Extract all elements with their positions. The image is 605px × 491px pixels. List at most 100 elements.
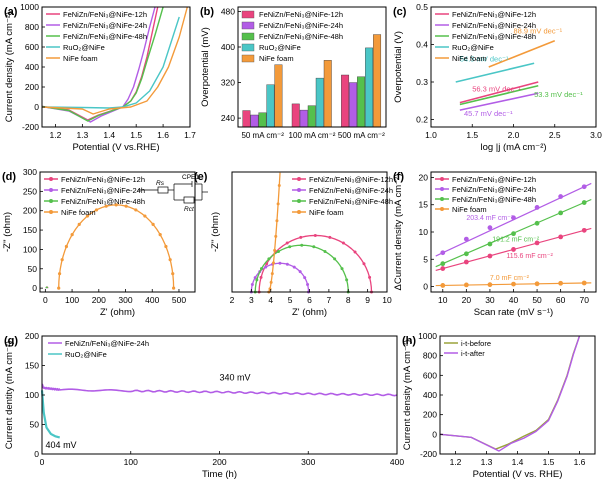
data-point <box>333 257 337 261</box>
legend-swatch <box>241 32 255 41</box>
x-tick-label: 300 <box>118 295 132 305</box>
data-point <box>306 283 310 287</box>
y-axis-label: -Z'' (ohm) <box>210 212 221 252</box>
data-point <box>463 282 469 288</box>
x-tick-label: 400 <box>145 295 159 305</box>
data-point <box>323 249 327 253</box>
cdl-annotation: 191.2 mF cm⁻² <box>492 236 540 243</box>
legend-marker <box>440 207 444 211</box>
x-axis-label: Time (h) <box>202 469 237 480</box>
panel-h: (h) 1.2 1.3 1.4 1.5 1.6 Potential (V vs. RHE) -… <box>402 331 596 480</box>
x-tick-label: 3.0 <box>590 130 602 140</box>
data-point <box>368 275 372 279</box>
cdl-annotation: 203.4 mF cm⁻² <box>466 215 514 222</box>
data-point <box>70 233 74 237</box>
data-point <box>487 282 493 288</box>
data-point <box>299 235 303 239</box>
tafel-line <box>455 62 535 83</box>
legend-label: NiFe foam <box>63 54 98 63</box>
data-point <box>104 204 108 208</box>
data-point <box>158 233 162 237</box>
stability-line <box>40 389 61 439</box>
legend-label: NiFe foam <box>452 205 487 214</box>
data-point <box>511 247 516 252</box>
data-point <box>255 278 259 282</box>
legend-label: NiFe foam <box>452 54 487 63</box>
panel-label: (f) <box>393 171 404 183</box>
stability-line <box>41 383 398 397</box>
data-point <box>558 210 564 216</box>
y-tick-label: 100 <box>23 244 37 254</box>
series-line <box>41 6 164 122</box>
series-line <box>41 6 188 115</box>
legend-marker <box>440 197 444 201</box>
legend-label: NiFe foam <box>259 54 294 63</box>
data-point <box>340 267 344 271</box>
y-axis-label: Current dentity (mA cm⁻²) <box>4 341 15 449</box>
tafel-line <box>459 84 539 106</box>
data-point <box>277 184 281 188</box>
y-tick-label: 50 <box>28 264 38 274</box>
y-axis-label: -Z'' (ohm) <box>2 212 13 252</box>
legend-marker <box>49 199 53 203</box>
data-point <box>581 184 587 190</box>
data-point <box>558 194 564 199</box>
data-point <box>298 270 302 274</box>
data-point <box>57 272 62 276</box>
slope-annotation: 54.5 mV dec⁻¹ <box>460 54 509 63</box>
x-tick-label: 1.3 <box>76 130 88 140</box>
panel-label: (d) <box>2 171 16 183</box>
data-point <box>511 215 516 221</box>
y-tick-label: 800 <box>25 22 39 32</box>
legend-label: FeNiZn/FeNi₃@NiFe-24h <box>452 185 536 194</box>
nyquist-arc <box>45 286 49 289</box>
x-axis-label: Potential (V vs. RHE) <box>473 469 563 480</box>
x-tick-label: 2 <box>230 295 235 305</box>
slope-annotation: 53.3 mV dec⁻¹ <box>534 90 583 99</box>
x-tick-label: 70 <box>579 295 589 305</box>
x-axis-label: Potential (V vs.RHE) <box>72 142 159 153</box>
tafel-line <box>488 40 556 68</box>
bar <box>250 114 259 128</box>
data-point <box>463 259 469 265</box>
legend-label: FeNiZn/FeNi₃@NiFe-12h <box>259 10 343 19</box>
y-axis-label: Current density (mA cm⁻²) <box>4 12 15 123</box>
data-point <box>558 280 564 286</box>
legend-marker <box>440 187 444 191</box>
x-tick-label: 1.3 <box>481 457 493 467</box>
data-point <box>303 276 307 280</box>
x-tick-label: 3 <box>249 295 254 305</box>
x-tick-label: 1.2 <box>50 130 62 140</box>
bar <box>307 105 316 128</box>
y-tick-label: 200 <box>25 82 39 92</box>
y-tick-label: 5 <box>423 254 428 264</box>
x-tick-label: 50 <box>532 295 542 305</box>
nyquist-arc <box>254 244 349 293</box>
legend-label: FeNiZn/FeNi₃@NiFe-12h <box>309 175 393 184</box>
y-tick-label: 0 <box>34 449 39 459</box>
x-tick-label: 4 <box>268 295 273 305</box>
data-point <box>259 275 263 279</box>
data-point <box>328 235 332 239</box>
legend-swatch <box>241 21 255 30</box>
legend-label: FeNiZn/FeNi₃@NiFe-24h <box>452 21 536 30</box>
data-point <box>124 204 128 208</box>
data-point <box>274 234 278 238</box>
x-tick-label: 40 <box>509 295 519 305</box>
category-label: 100 mA cm⁻² <box>289 131 336 140</box>
nyquist-arc <box>58 204 175 289</box>
x-tick-label: 1.6 <box>157 130 169 140</box>
data-point <box>292 265 296 269</box>
y-tick-label: 480 <box>221 6 235 16</box>
data-point <box>353 250 357 254</box>
data-point <box>85 214 90 218</box>
legend-label: FeNiZn/FeNi₃@NiFe-24h <box>61 186 145 195</box>
data-point <box>271 261 275 265</box>
legend-marker <box>49 210 53 214</box>
legend-marker <box>297 188 301 192</box>
data-point <box>312 245 316 249</box>
data-point <box>57 286 61 290</box>
x-tick-label: 1.6 <box>574 457 586 467</box>
x-tick-label: 100 <box>124 457 138 467</box>
panel-label: (e) <box>194 171 208 183</box>
